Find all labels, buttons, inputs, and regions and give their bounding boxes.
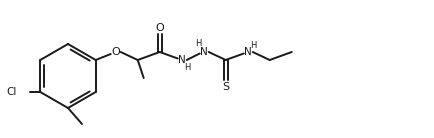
Text: S: S	[222, 82, 229, 92]
Text: O: O	[112, 47, 120, 57]
Text: Cl: Cl	[6, 87, 16, 97]
Text: N: N	[200, 47, 207, 57]
Text: H: H	[196, 39, 202, 48]
Text: H: H	[184, 63, 191, 71]
Text: H: H	[250, 40, 257, 50]
Text: N: N	[178, 55, 186, 65]
Text: O: O	[155, 23, 164, 33]
Text: N: N	[244, 47, 252, 57]
